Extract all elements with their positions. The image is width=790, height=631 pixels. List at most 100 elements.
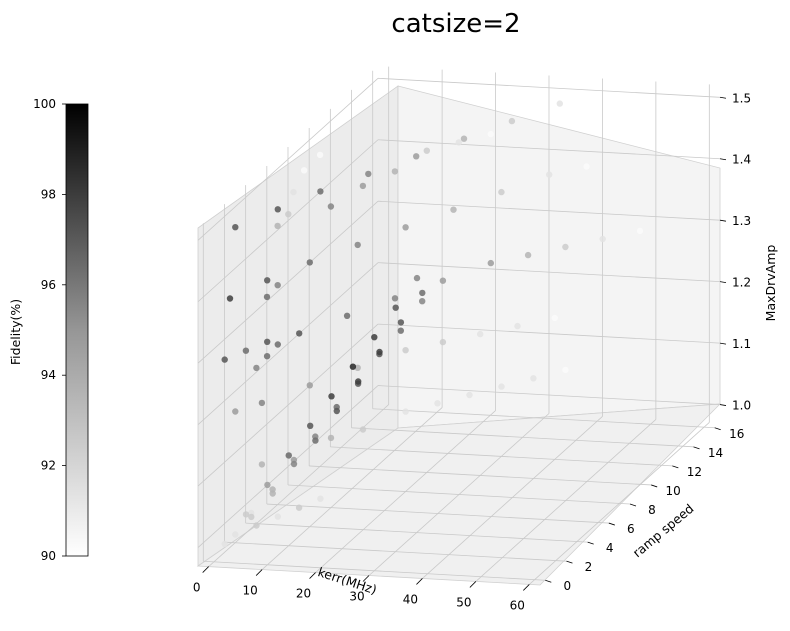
data-point [263,353,271,360]
data-point [487,130,494,138]
gridline-z [377,262,721,283]
data-point [359,426,367,433]
data-point [327,434,335,442]
data-point [376,348,383,356]
x-tick-mark [523,584,530,591]
y-tick-mark [608,522,615,526]
data-point [402,347,409,354]
y-tick-mark [629,503,637,507]
y-tick-label: 6 [627,522,635,536]
x-tick-label: 30 [349,590,364,604]
gridline-y [203,560,546,581]
y-tick-label: 0 [563,579,571,593]
data-point [221,540,228,548]
data-point [226,295,234,302]
colorbar-ticks: 90 92 94 96 98 100 [33,97,66,563]
z-tick-label: 1.4 [732,153,751,167]
data-point [355,378,362,385]
data-point [242,511,250,518]
data-point [636,227,644,235]
x-tick-label: 20 [296,587,311,601]
x-tick-mark [255,569,263,576]
data-point [232,531,239,538]
axes-3d [196,66,722,586]
data-point [317,188,324,195]
y-tick-label: 8 [648,503,656,517]
y-tick-label: 4 [606,541,614,555]
x-tick-mark [202,566,209,573]
x-tick-label: 10 [242,584,257,598]
data-points [221,100,644,548]
data-point [343,312,351,319]
data-point [253,522,260,529]
data-point [391,295,399,302]
z-tick-mark [719,281,727,284]
data-point [258,399,266,407]
data-point [392,304,399,311]
data-point [274,341,281,348]
z-tick-label: 1.3 [732,214,751,228]
data-point [551,314,558,322]
data-point [290,460,298,468]
y-tick-label: 14 [708,446,723,460]
data-point [316,151,324,159]
data-point [402,224,409,231]
gridline-z [197,385,379,548]
data-point [391,168,399,175]
colorbar-tick-label: 98 [41,187,56,201]
y-tick-label: 2 [585,560,593,574]
x-tick-mark [309,572,316,579]
data-point [413,153,420,160]
data-point [556,100,563,107]
colorbar-label: Fidelity(%) [8,299,23,365]
z-tick-mark [719,96,727,99]
data-point [466,391,473,399]
data-point [354,241,361,249]
data-point [307,422,314,429]
z-axis-label: MaxDrvAmp [763,245,778,322]
data-point [365,170,372,178]
colorbar-tick-label: 100 [33,97,56,111]
data-point [439,277,447,284]
data-point [434,400,441,407]
colorbar: 90 92 94 96 98 100 Fidelity(%) [8,97,89,563]
data-point [359,182,367,190]
data-point [439,338,447,346]
gridline-y [330,446,673,467]
data-point [232,224,239,231]
data-point [269,490,276,497]
z-tick-label: 1.5 [732,91,751,105]
data-point [296,330,303,337]
data-point [274,513,281,520]
z-tick-label: 1.0 [732,399,751,413]
y-tick-mark [566,560,573,564]
x-tick-mark [362,575,370,582]
gridlines [197,66,721,585]
data-point [264,481,271,489]
z-tick-label: 1.2 [732,276,751,290]
data-point [508,117,516,125]
y-tick-mark [545,579,552,583]
data-point [419,289,426,297]
gridline-y [245,522,588,543]
gridline-y [372,408,715,429]
gridline-z [377,77,721,98]
z-axis-ticks: 1.0 1.1 1.2 1.3 1.4 1.5 [719,91,751,413]
gridline-y [309,465,652,486]
data-point [599,235,606,243]
data-point [498,188,505,196]
gridline-y [224,541,567,562]
data-point [327,203,335,210]
data-point [333,407,340,415]
data-point [274,206,281,213]
data-point [530,375,537,382]
data-point [290,188,297,196]
data-point [312,437,319,444]
data-point [423,147,430,154]
x-tick-mark [416,578,423,585]
gridline-y [351,427,694,448]
data-point [402,408,409,415]
y-tick-mark [587,541,594,545]
